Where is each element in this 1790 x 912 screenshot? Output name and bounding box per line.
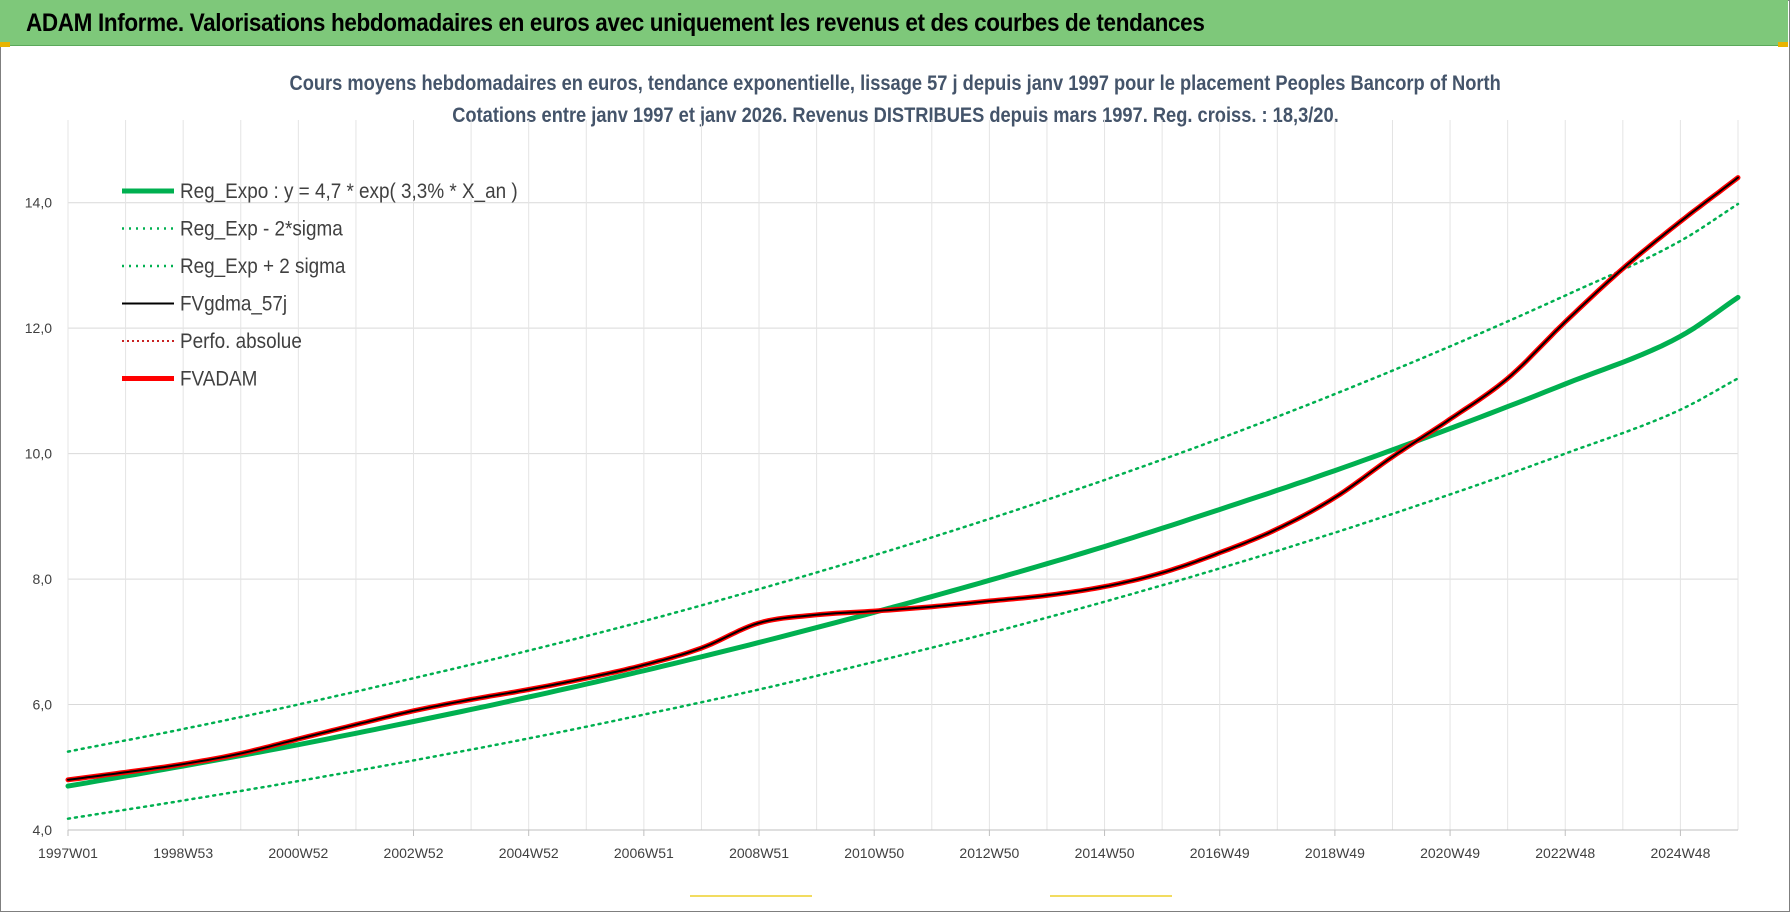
x-tick-label: 2004W52 bbox=[499, 845, 559, 861]
chart-title: Cours moyens hebdomadaires en euros, ten… bbox=[289, 72, 1501, 95]
legend-label: FVADAM bbox=[180, 368, 257, 391]
decorative-line bbox=[690, 895, 812, 897]
x-tick-label: 2024W48 bbox=[1650, 845, 1710, 861]
legend-label: Reg_Exp + 2 sigma bbox=[180, 255, 346, 278]
decorative-line bbox=[1050, 895, 1172, 897]
x-tick-label: 2018W49 bbox=[1305, 845, 1365, 861]
y-tick-label: 10,0 bbox=[25, 446, 52, 462]
x-tick-label: 2014W50 bbox=[1075, 845, 1135, 861]
series-line bbox=[66, 202, 1740, 753]
x-tick-label: 2006W51 bbox=[614, 845, 674, 861]
y-tick-label: 4,0 bbox=[33, 822, 53, 838]
y-tick-label: 6,0 bbox=[33, 697, 53, 713]
y-tick-label: 8,0 bbox=[33, 571, 53, 587]
x-tick-label: 1998W53 bbox=[153, 845, 213, 861]
series-line bbox=[67, 176, 1739, 781]
legend-label: Reg_Expo : y = 4,7 * exp( 3,3% * X_an ) bbox=[180, 180, 518, 203]
x-tick-label: 2022W48 bbox=[1535, 845, 1595, 861]
series-line bbox=[65, 294, 1741, 789]
y-tick-label: 14,0 bbox=[25, 195, 52, 211]
x-tick-label: 1997W01 bbox=[38, 845, 98, 861]
corner-marker bbox=[1778, 42, 1788, 47]
x-tick-label: 2016W49 bbox=[1190, 845, 1250, 861]
x-tick-label: 2000W52 bbox=[268, 845, 328, 861]
x-tick-label: 2008W51 bbox=[729, 845, 789, 861]
x-tick-label: 2020W49 bbox=[1420, 845, 1480, 861]
legend-label: Reg_Exp - 2*sigma bbox=[180, 218, 344, 241]
chart-subtitle: Cotations entre janv 1997 et janv 2026. … bbox=[451, 104, 1339, 127]
series-line bbox=[66, 377, 1740, 820]
corner-marker bbox=[0, 42, 10, 47]
legend-label: Perfo. absolue bbox=[180, 330, 302, 353]
x-tick-label: 2002W52 bbox=[384, 845, 444, 861]
legend-label: FVgdma_57j bbox=[180, 293, 287, 316]
x-tick-label: 2012W50 bbox=[959, 845, 1019, 861]
report-header: ADAM Informe. Valorisations hebdomadaire… bbox=[0, 0, 1788, 46]
y-tick-label: 12,0 bbox=[25, 320, 52, 336]
report-title: ADAM Informe. Valorisations hebdomadaire… bbox=[26, 9, 1205, 37]
x-tick-label: 2010W50 bbox=[844, 845, 904, 861]
